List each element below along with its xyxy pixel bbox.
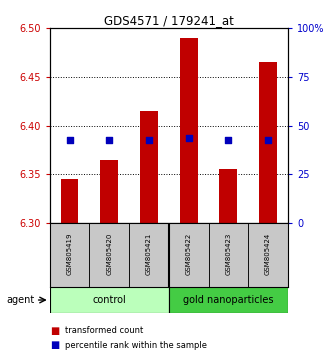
- Text: ■: ■: [50, 340, 59, 350]
- Bar: [140, 111, 158, 223]
- Point: [67, 137, 72, 143]
- Point: [107, 137, 112, 143]
- Point: [226, 137, 231, 143]
- Point: [146, 137, 152, 143]
- Text: gold nanoparticles: gold nanoparticles: [183, 295, 274, 305]
- Text: GSM805423: GSM805423: [225, 233, 231, 275]
- Bar: [50, 287, 169, 313]
- Text: GSM805420: GSM805420: [106, 233, 112, 275]
- Text: agent: agent: [7, 295, 35, 305]
- Bar: [169, 287, 288, 313]
- Text: GSM805419: GSM805419: [67, 232, 72, 275]
- Point: [186, 136, 191, 141]
- Point: [265, 137, 271, 143]
- Bar: [61, 179, 78, 223]
- Bar: [219, 170, 237, 223]
- Bar: [100, 160, 118, 223]
- Bar: [169, 223, 209, 287]
- Text: GSM805421: GSM805421: [146, 233, 152, 275]
- Text: percentile rank within the sample: percentile rank within the sample: [65, 341, 207, 350]
- Bar: [180, 38, 198, 223]
- Text: GSM805422: GSM805422: [186, 233, 192, 275]
- Bar: [129, 223, 169, 287]
- Text: ■: ■: [50, 326, 59, 336]
- Text: GSM805424: GSM805424: [265, 233, 271, 275]
- Text: transformed count: transformed count: [65, 326, 143, 336]
- Bar: [50, 223, 89, 287]
- Bar: [248, 223, 288, 287]
- Bar: [89, 223, 129, 287]
- Title: GDS4571 / 179241_at: GDS4571 / 179241_at: [104, 14, 234, 27]
- Bar: [259, 62, 277, 223]
- Bar: [209, 223, 248, 287]
- Text: control: control: [92, 295, 126, 305]
